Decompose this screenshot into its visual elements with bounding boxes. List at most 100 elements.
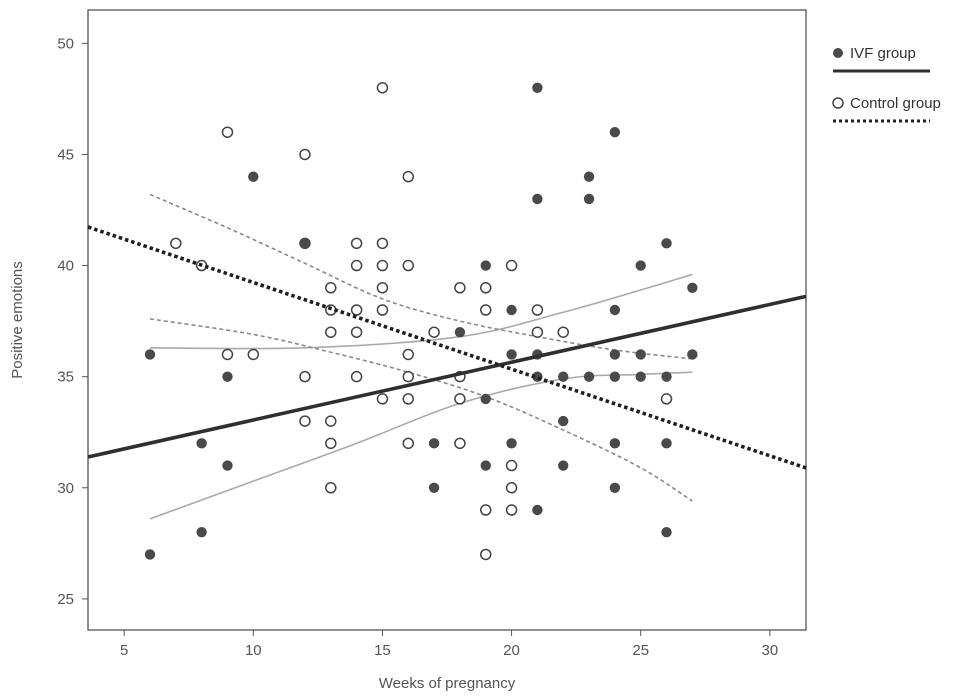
control-point [557,326,569,338]
y-tick-label: 25 [57,591,74,608]
ivf-point [196,438,207,449]
ivf-point [635,371,646,382]
control-point [402,437,415,450]
legend-control-label: Control group [850,95,941,112]
ivf-point [687,282,698,293]
control-point [376,82,389,94]
ivf-point [222,371,233,382]
control-point [505,482,518,494]
ivf-point [454,327,466,338]
ivf-point [609,438,621,449]
ivf-point [532,193,543,205]
control-point [170,237,182,250]
ivf-point [609,127,621,138]
ivf-point [661,371,672,382]
ivf-point [506,438,517,449]
control-ci-upper [149,193,693,360]
y-tick-label: 35 [57,369,74,386]
control-point [376,304,389,316]
control-point [325,437,337,450]
ivf-regression-line [87,294,807,459]
ivf-point [480,260,491,271]
control-point [376,237,389,250]
x-tick-label: 10 [245,642,262,659]
ivf-point [635,349,646,360]
ivf-point [532,504,543,516]
ivf-point [506,304,517,316]
ivf-ci-upper [149,273,693,350]
ivf-point [248,171,259,182]
control-point [531,326,544,338]
y-tick-label: 40 [57,258,74,275]
ivf-point [558,371,569,382]
control-point [350,237,363,250]
control-point [247,348,260,361]
legend-ivf-label: IVF group [850,45,916,62]
control-point [454,393,466,405]
legend: IVF group Control group [832,45,941,123]
y-tick-label: 45 [57,146,74,163]
control-point [299,370,311,383]
control-point [376,282,389,294]
ivf-point [144,349,156,360]
ivf-point [558,415,569,427]
y-tick-label: 50 [57,35,74,52]
ivf-point [583,371,595,382]
y-tick-label: 30 [57,480,74,497]
legend-control-marker [832,97,844,109]
control-point [402,170,415,183]
control-point [454,282,466,294]
ivf-point [428,482,440,493]
ivf-point [583,171,595,182]
ivf-point [635,260,646,271]
control-point [402,259,415,272]
control-point [479,504,492,516]
ivf-point [687,349,698,360]
x-tick-label: 25 [632,642,649,659]
control-point [531,304,544,316]
x-axis-title: Weeks of pregnancy [379,675,516,692]
legend-ivf-marker [833,48,843,58]
control-point [299,148,311,161]
control-point [505,259,518,272]
ivf-point [609,371,621,382]
control-ci-lower [149,318,693,502]
control-point [325,326,337,338]
control-point [325,482,337,494]
control-point [660,393,673,405]
ivf-point [661,238,672,249]
ivf-point [558,460,569,471]
ivf-point [609,349,621,360]
ivf-point [609,482,621,493]
plot-frame [87,9,807,631]
control-point [454,437,466,450]
ivf-point [661,438,672,449]
ivf-point [299,238,311,249]
control-point [505,459,518,472]
ivf-point [480,460,491,471]
ivf-point [196,527,207,538]
control-point [376,259,389,272]
control-point [428,326,440,338]
control-point [479,304,492,316]
control-point [402,370,415,383]
ivf-point [661,527,672,538]
control-point [221,348,234,361]
ivf-point [222,460,233,471]
ivf-point [144,549,156,560]
control-point [350,370,363,383]
control-point [376,393,389,405]
ivf-point [532,82,543,93]
x-tick-label: 20 [503,642,520,659]
control-point [479,548,492,561]
x-tick-label: 5 [120,642,128,659]
y-axis-title: Positive emotions [9,261,26,379]
ivf-point [609,304,621,316]
control-point [221,126,234,138]
control-point [350,304,363,316]
control-point [402,393,415,405]
control-point [402,348,415,361]
control-regression-line [87,225,807,470]
ivf-ci-lower [149,371,693,520]
